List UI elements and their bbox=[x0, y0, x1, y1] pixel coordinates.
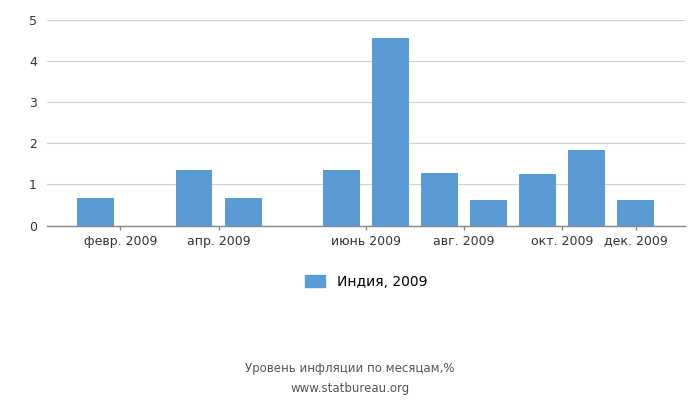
Bar bbox=[519, 174, 556, 226]
Bar bbox=[176, 170, 212, 226]
Bar bbox=[225, 198, 262, 226]
Text: www.statbureau.org: www.statbureau.org bbox=[290, 382, 410, 395]
Bar bbox=[470, 200, 507, 226]
Bar bbox=[372, 38, 409, 226]
Bar bbox=[617, 200, 654, 226]
Legend: Индия, 2009: Индия, 2009 bbox=[299, 270, 433, 294]
Bar bbox=[421, 173, 458, 226]
Bar bbox=[78, 198, 114, 226]
Bar bbox=[323, 170, 360, 226]
Text: Уровень инфляции по месяцам,%: Уровень инфляции по месяцам,% bbox=[245, 362, 455, 375]
Bar bbox=[568, 150, 606, 226]
